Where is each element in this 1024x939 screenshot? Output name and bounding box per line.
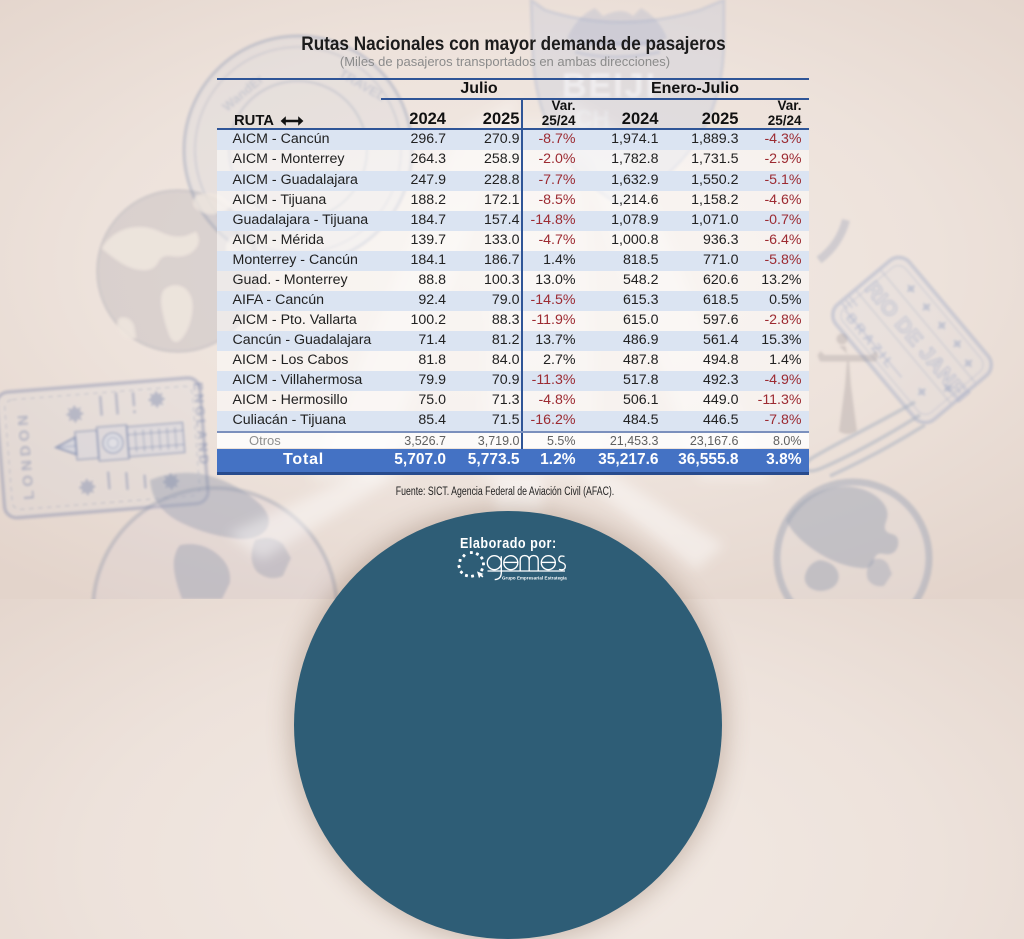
svg-text:Grupo Empresarial Estrategia: Grupo Empresarial Estrategia [502,575,567,580]
svg-text:ENGLAND: ENGLAND [190,382,212,468]
svg-text:LONDON: LONDON [14,410,38,500]
